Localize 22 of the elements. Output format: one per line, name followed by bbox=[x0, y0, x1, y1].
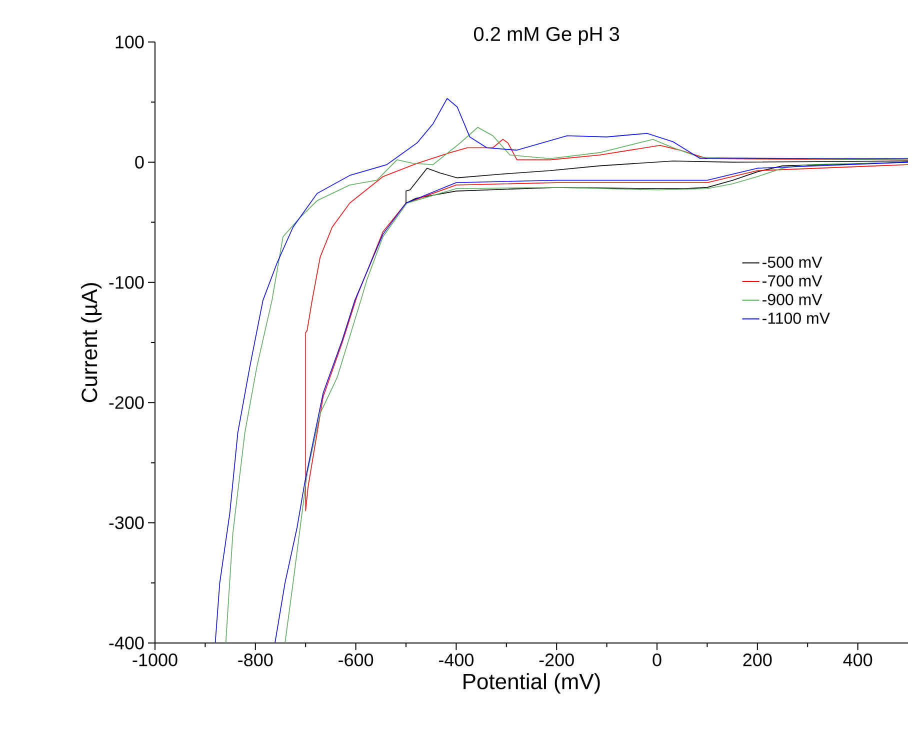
x-tick-label: 0 bbox=[652, 654, 662, 666]
y-tick-label: -300 bbox=[109, 516, 144, 530]
x-tick-label: 200 bbox=[743, 654, 772, 666]
legend-label: -1100 mV bbox=[762, 312, 830, 324]
x-tick-label: -200 bbox=[539, 654, 574, 666]
y-tick-label: 100 bbox=[116, 36, 144, 48]
x-tick-label: -400 bbox=[438, 654, 474, 666]
x-tick-label: -600 bbox=[338, 654, 374, 666]
y-tick-label: -400 bbox=[109, 636, 144, 650]
x-tick-label: -1000 bbox=[132, 654, 178, 666]
legend-label: -700 mV bbox=[762, 275, 822, 287]
legend-label: -500 mV bbox=[762, 256, 822, 268]
x-axis-title: Potential (mV) bbox=[464, 673, 600, 694]
y-tick-label: 0 bbox=[135, 156, 144, 169]
x-tick-label: -800 bbox=[238, 654, 273, 666]
y-tick-label: -100 bbox=[109, 276, 144, 289]
x-tick-label: 400 bbox=[843, 654, 872, 666]
legend-label: -900 mV bbox=[762, 294, 822, 306]
chart-title: 0.2 mM Ge pH 3 bbox=[474, 26, 620, 46]
y-axis-title: Current (µA) bbox=[81, 283, 102, 402]
line-series bbox=[406, 160, 908, 204]
y-tick-label: -200 bbox=[109, 396, 144, 409]
